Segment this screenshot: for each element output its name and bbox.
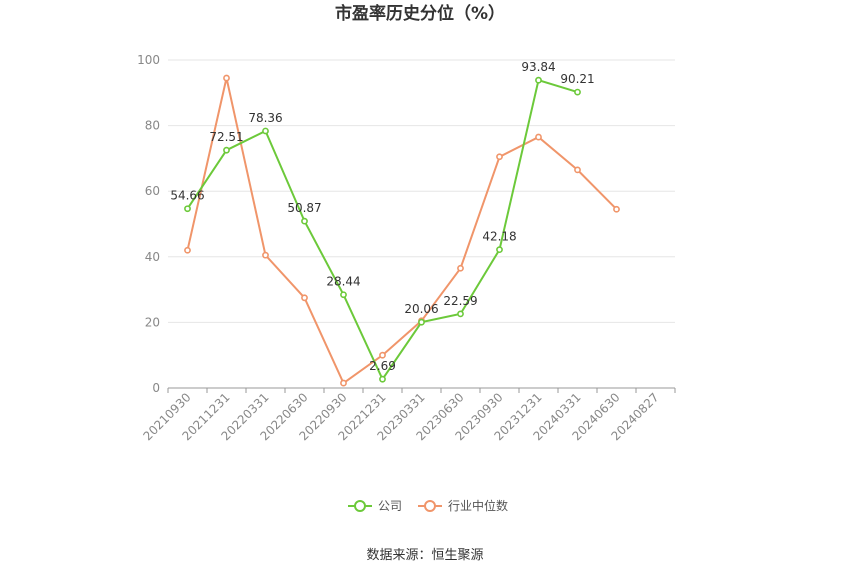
y-tick-label: 20 (145, 315, 160, 329)
legend: 公司 行业中位数 (348, 498, 508, 513)
y-tick-label: 40 (145, 250, 160, 264)
data-point (379, 375, 386, 383)
legend-item-1[interactable]: 行业中位数 (418, 498, 508, 513)
data-point (379, 351, 386, 359)
data-label: 90.21 (560, 72, 594, 86)
chart-title: 市盈率历史分位（%） (335, 3, 505, 24)
data-label: 72.51 (209, 130, 243, 144)
series-layer (184, 74, 620, 387)
data-label: 54.66 (170, 189, 204, 203)
y-tick-label: 100 (137, 53, 160, 67)
data-point (613, 205, 620, 213)
legend-item-0[interactable]: 公司 (348, 499, 402, 513)
data-point (574, 166, 581, 174)
data-point (340, 379, 347, 387)
y-tick-label: 60 (145, 184, 160, 198)
data-label: 50.87 (287, 201, 321, 215)
legend-label: 行业中位数 (448, 498, 508, 513)
source-note: 数据来源：恒生聚源 (366, 548, 483, 563)
data-point (457, 264, 464, 272)
data-point (301, 217, 308, 225)
data-point (223, 74, 230, 82)
data-point (457, 310, 464, 318)
series-line-0 (186, 78, 578, 382)
data-point (184, 205, 191, 213)
data-label: 2.69 (369, 359, 396, 373)
data-point (496, 153, 503, 161)
data-label: 78.36 (248, 111, 282, 125)
legend-marker (424, 500, 436, 512)
data-point (340, 291, 347, 299)
data-point (535, 76, 542, 84)
legend-marker (354, 500, 366, 512)
data-label: 93.84 (521, 60, 555, 74)
y-tick-label: 80 (145, 119, 160, 133)
legend-label: 公司 (378, 499, 402, 513)
y-tick-label: 0 (152, 381, 160, 395)
x-axis: 2021093020211231202203312022063020220930… (141, 387, 676, 443)
data-label: 28.44 (326, 275, 360, 289)
data-point (574, 88, 581, 96)
data-label: 20.06 (404, 302, 438, 316)
data-point (301, 294, 308, 302)
data-label: 22.59 (443, 294, 477, 308)
data-point (223, 146, 230, 154)
data-point (184, 246, 191, 254)
data-label: 42.18 (482, 230, 516, 244)
data-labels: 54.66 72.51 78.36 50.87 28.44 2.69 20.06 22.59 4… (170, 60, 594, 373)
data-point (418, 318, 425, 326)
data-point (262, 251, 269, 259)
data-point (262, 127, 269, 135)
data-point (496, 246, 503, 254)
grid-lines (168, 59, 675, 323)
y-axis: 0 20 40 60 80 100 (137, 53, 160, 395)
series-line-1 (186, 77, 618, 385)
data-point (535, 133, 542, 141)
